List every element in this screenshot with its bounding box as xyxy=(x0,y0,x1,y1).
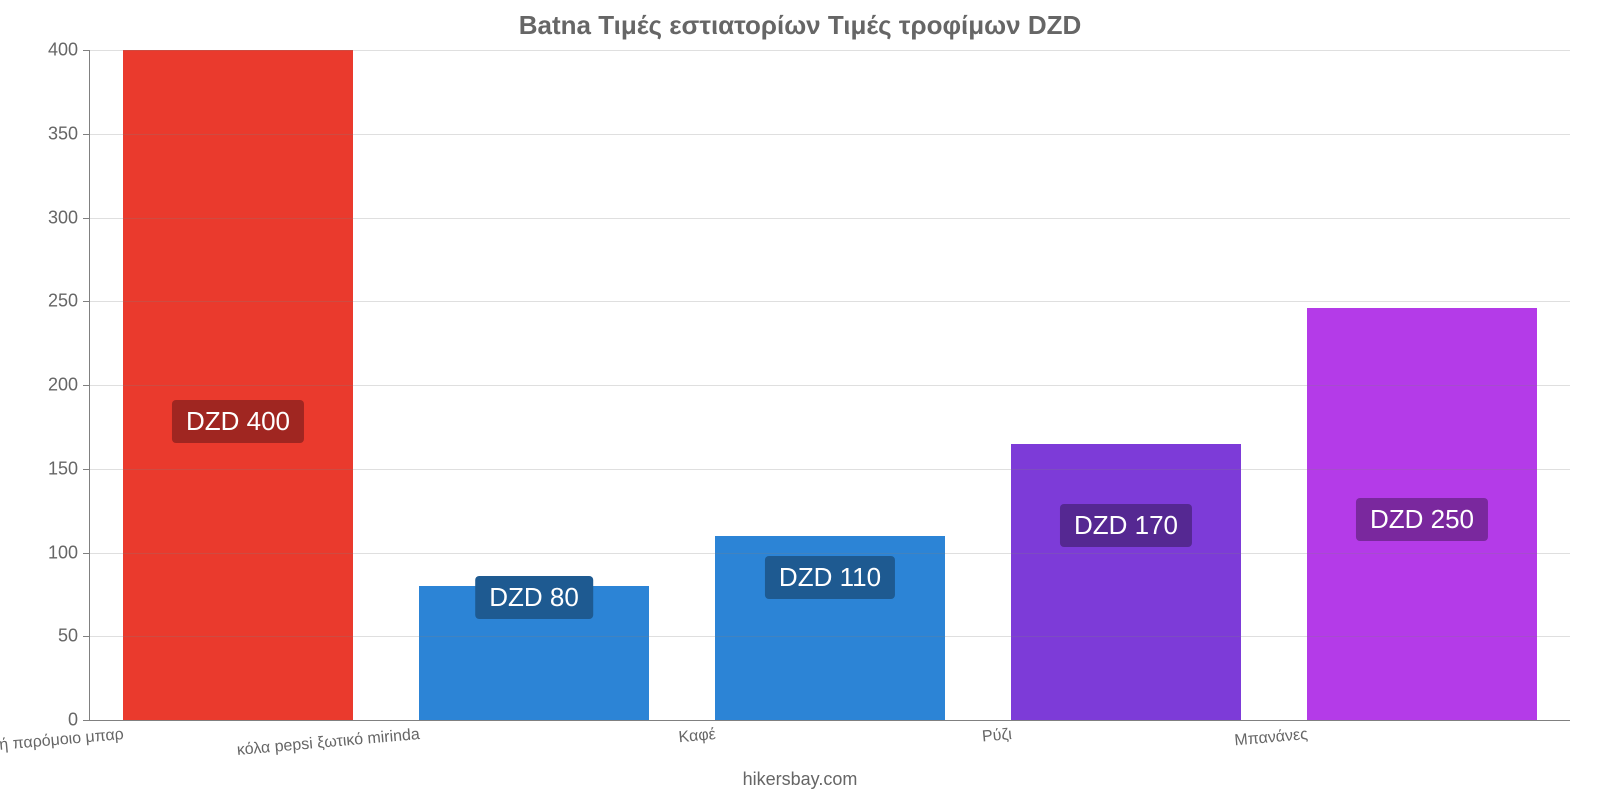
chart-title: Batna Τιμές εστιατορίων Τιμές τροφίμων D… xyxy=(0,10,1600,41)
bar: DZD 110 xyxy=(715,536,946,720)
x-tick-label: κόλα pepsi ξωτικό mirinda xyxy=(236,726,420,760)
bar: DZD 80 xyxy=(419,586,650,720)
bar-value-label: DZD 110 xyxy=(765,556,895,599)
grid-line xyxy=(90,636,1570,637)
bar: DZD 250 xyxy=(1307,308,1538,720)
y-tick-label: 150 xyxy=(48,458,90,479)
y-tick-label: 50 xyxy=(58,626,90,647)
x-axis xyxy=(84,720,1570,721)
y-tick-label: 100 xyxy=(48,542,90,563)
x-tick-label: Καφέ xyxy=(677,726,716,747)
y-tick-label: 350 xyxy=(48,123,90,144)
y-tick-label: 0 xyxy=(68,710,90,731)
y-tick-label: 200 xyxy=(48,375,90,396)
plot-area: DZD 400Mac burger βασιλιά ή παρόμοιο μπα… xyxy=(90,50,1570,720)
grid-line xyxy=(90,469,1570,470)
y-tick-label: 400 xyxy=(48,40,90,61)
grid-line xyxy=(90,553,1570,554)
chart-container: Batna Τιμές εστιατορίων Τιμές τροφίμων D… xyxy=(0,0,1600,800)
attribution-text: hikersbay.com xyxy=(0,769,1600,790)
grid-line xyxy=(90,301,1570,302)
bar: DZD 170 xyxy=(1011,444,1242,720)
bar-value-label: DZD 250 xyxy=(1356,498,1488,541)
grid-line xyxy=(90,134,1570,135)
x-tick-label: Μπανάνες xyxy=(1233,726,1308,750)
x-tick-label: Ρύζι xyxy=(981,726,1012,747)
grid-line xyxy=(90,385,1570,386)
grid-line xyxy=(90,50,1570,51)
y-tick-label: 300 xyxy=(48,207,90,228)
y-tick-label: 250 xyxy=(48,291,90,312)
bar-value-label: DZD 170 xyxy=(1060,504,1192,547)
grid-line xyxy=(90,218,1570,219)
bar-value-label: DZD 400 xyxy=(172,400,304,443)
bar-value-label: DZD 80 xyxy=(475,576,593,619)
x-tick-label: Mac burger βασιλιά ή παρόμοιο μπαρ xyxy=(0,726,124,767)
